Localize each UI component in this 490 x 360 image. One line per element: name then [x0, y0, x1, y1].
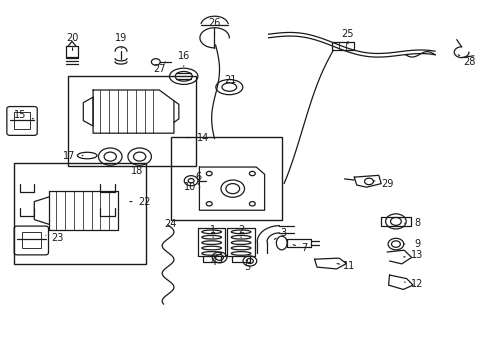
- Text: 6: 6: [196, 172, 201, 182]
- Text: 10: 10: [184, 182, 196, 192]
- Text: 22: 22: [138, 197, 151, 207]
- Text: 29: 29: [381, 179, 393, 189]
- Text: 5: 5: [245, 262, 250, 272]
- Text: 14: 14: [197, 132, 210, 143]
- Text: 27: 27: [153, 64, 166, 74]
- Text: 1: 1: [210, 225, 216, 235]
- Text: 15: 15: [14, 110, 27, 120]
- Text: 24: 24: [164, 219, 177, 229]
- Text: 28: 28: [463, 57, 476, 67]
- Text: 4: 4: [210, 257, 216, 267]
- Text: 19: 19: [116, 33, 127, 43]
- Text: 16: 16: [177, 51, 190, 61]
- Text: 26: 26: [208, 18, 221, 28]
- Text: 23: 23: [51, 233, 64, 243]
- Text: 8: 8: [415, 218, 420, 228]
- Text: 12: 12: [411, 279, 424, 289]
- Text: 17: 17: [63, 150, 76, 161]
- Text: 25: 25: [342, 29, 354, 39]
- Bar: [14, 163, 146, 264]
- Bar: [68, 76, 196, 166]
- Text: 21: 21: [224, 75, 237, 85]
- Text: 20: 20: [66, 33, 79, 43]
- Text: 7: 7: [302, 243, 308, 253]
- Text: 3: 3: [280, 228, 286, 238]
- Text: 11: 11: [343, 261, 355, 271]
- Text: 18: 18: [131, 166, 143, 176]
- Text: 2: 2: [238, 225, 244, 235]
- Bar: [171, 137, 282, 220]
- Bar: [14, 112, 30, 129]
- Text: 13: 13: [411, 250, 423, 260]
- Text: 9: 9: [415, 239, 420, 249]
- Bar: [22, 232, 41, 248]
